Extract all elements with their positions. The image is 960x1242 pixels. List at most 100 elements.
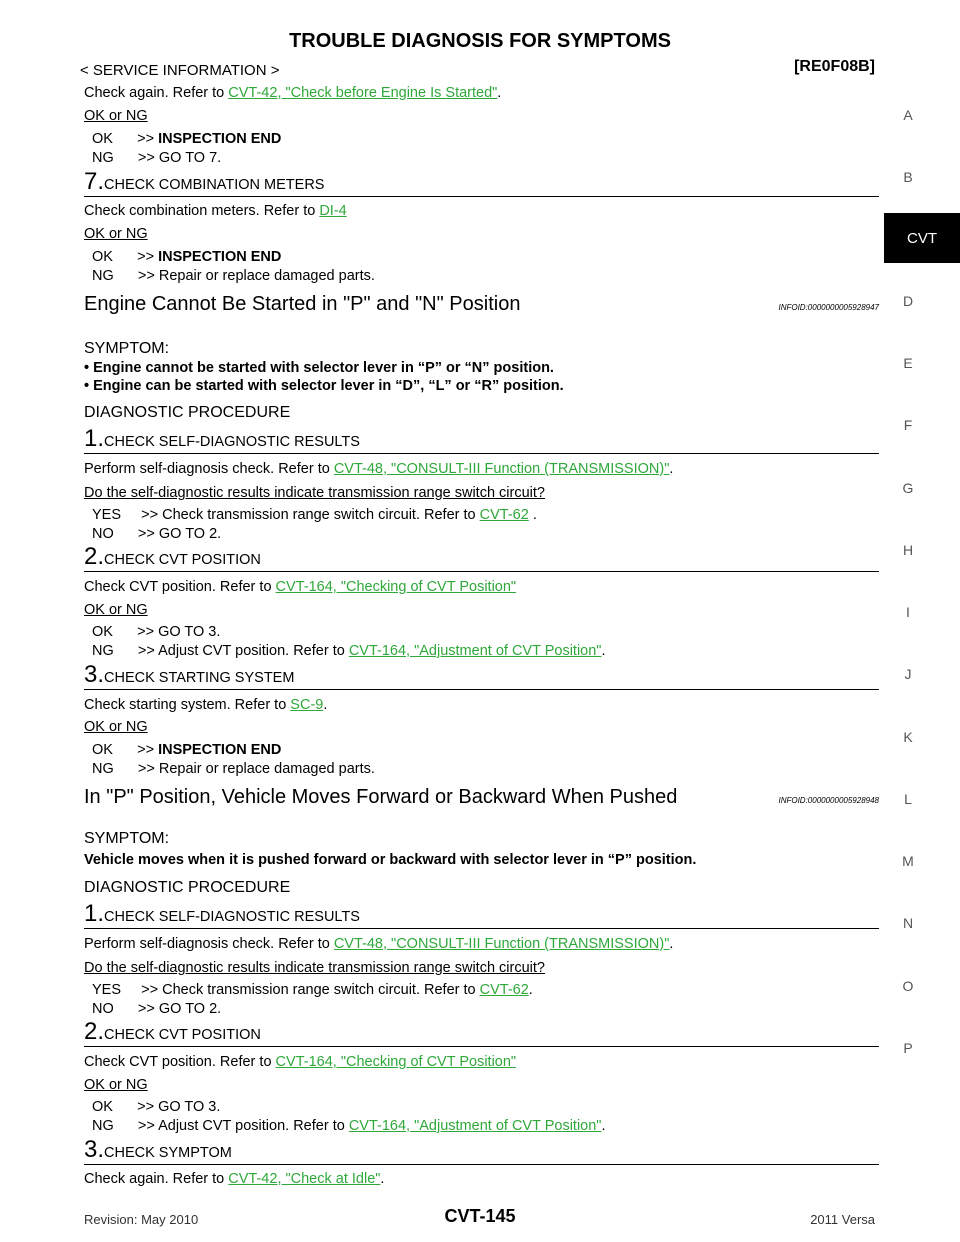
step-7-header: 7.CHECK COMBINATION METERS [84, 168, 879, 197]
sidebar-letter-h[interactable]: H [902, 542, 914, 558]
text: OK >> [92, 742, 159, 758]
text: INSPECTION END [158, 249, 282, 265]
info-id: INFOID:0000000005928947 [778, 303, 879, 312]
sidebar-letter-f[interactable]: F [903, 417, 913, 433]
text: Perform self-diagnosis check. Refer to [84, 461, 334, 477]
link-cvt-164-adjustment[interactable]: CVT-164, "Adjustment of CVT Position" [348, 643, 602, 659]
sidebar-letter-o[interactable]: O [902, 978, 914, 994]
step-number: 2. [84, 543, 105, 570]
step-1-header: 1.CHECK SELF-DIAGNOSTIC RESULTS [84, 900, 879, 929]
model-code: [RE0F08B] [794, 58, 875, 75]
service-info-label: < SERVICE INFORMATION > [80, 62, 280, 79]
ng-result: NG >> GO TO 7. [92, 150, 222, 166]
ok-ng-label: OK or NG [84, 1077, 148, 1093]
link-cvt-42-idle[interactable]: CVT-42, "Check at Idle" [228, 1171, 381, 1187]
ok-ng-label: OK or NG [84, 108, 148, 124]
section-title-p-position-moves: In "P" Position, Vehicle Moves Forward o… [84, 786, 879, 809]
ok-result: OK >> INSPECTION END [92, 131, 281, 147]
step-2-header: 2.CHECK CVT POSITION [84, 1018, 879, 1047]
text: YES >> Check transmission range switch c… [92, 982, 480, 998]
page-number: CVT-145 [444, 1206, 516, 1226]
step-number: 2. [84, 1018, 105, 1045]
link-di-4[interactable]: DI-4 [319, 203, 347, 219]
sidebar-letter-k[interactable]: K [903, 729, 913, 745]
text: OK >> [92, 249, 159, 265]
yes-result: YES >> Check transmission range switch c… [92, 982, 533, 998]
info-id: INFOID:0000000005928948 [778, 796, 879, 805]
step-3-header: 3.CHECK SYMPTOM [84, 1136, 879, 1165]
text: . [669, 461, 674, 477]
bullet-item: • Engine cannot be started with selector… [84, 360, 554, 376]
sidebar-letter-d[interactable]: D [902, 293, 914, 309]
text: In "P" Position, Vehicle Moves Forward o… [84, 786, 678, 808]
no-result: NO >> GO TO 2. [92, 1001, 222, 1017]
step-3-header: 3.CHECK STARTING SYSTEM [84, 661, 879, 690]
no-result: NO >> GO TO 2. [92, 526, 222, 542]
sidebar-letter-g[interactable]: G [902, 480, 914, 496]
text: OK >> [92, 131, 159, 147]
step-number: 1. [84, 425, 105, 452]
text: . [528, 982, 533, 998]
step-title: CHECK SELF-DIAGNOSTIC RESULTS [104, 909, 360, 925]
ok-ng-label: OK or NG [84, 226, 148, 242]
sidebar-letter-n[interactable]: N [902, 915, 914, 931]
sidebar-letter-p[interactable]: P [903, 1040, 913, 1056]
sidebar-letter-b[interactable]: B [903, 169, 913, 185]
step2-body: Check CVT position. Refer to CVT-164, "C… [84, 579, 516, 595]
link-cvt-48[interactable]: CVT-48, "CONSULT-III Function (TRANSMISS… [333, 936, 670, 952]
ok-result: OK >> GO TO 3. [92, 624, 221, 640]
text: Check again. Refer to [84, 1171, 229, 1187]
step-1-header: 1.CHECK SELF-DIAGNOSTIC RESULTS [84, 425, 879, 454]
link-cvt-48[interactable]: CVT-48, "CONSULT-III Function (TRANSMISS… [333, 461, 670, 477]
model-year-label: 2011 Versa [810, 1212, 875, 1227]
text: Check CVT position. Refer to [84, 1054, 276, 1070]
link-cvt-164-checking[interactable]: CVT-164, "Checking of CVT Position" [275, 1054, 517, 1070]
step-title: CHECK STARTING SYSTEM [104, 670, 295, 686]
step2-body: Check CVT position. Refer to CVT-164, "C… [84, 1054, 516, 1070]
sidebar-letter-e[interactable]: E [903, 355, 913, 371]
text: Check CVT position. Refer to [84, 579, 276, 595]
text: . [323, 697, 328, 713]
text: Check combination meters. Refer to [84, 203, 320, 219]
step-title: CHECK CVT POSITION [104, 552, 261, 568]
step1-body: Perform self-diagnosis check. Refer to C… [84, 936, 673, 952]
ok-result: OK >> GO TO 3. [92, 1099, 221, 1115]
step1-body: Perform self-diagnosis check. Refer to C… [84, 461, 673, 477]
sidebar-tab-cvt[interactable]: CVT [884, 213, 960, 263]
step-title: CHECK COMBINATION METERS [104, 177, 325, 193]
page-title: TROUBLE DIAGNOSIS FOR SYMPTOMS [289, 30, 671, 52]
step-number: 3. [84, 661, 105, 688]
text: . [601, 1118, 606, 1134]
sidebar-letter-i[interactable]: I [906, 604, 910, 620]
link-cvt-42-before-start[interactable]: CVT-42, "Check before Engine Is Started" [228, 85, 498, 101]
step-number: 1. [84, 900, 105, 927]
sidebar-letter-l[interactable]: L [904, 791, 912, 807]
step-number: 7. [84, 168, 105, 195]
text: INSPECTION END [158, 742, 282, 758]
revision-label: Revision: May 2010 [84, 1212, 199, 1227]
ok-result: OK >> INSPECTION END [92, 742, 281, 758]
question: Do the self-diagnostic results indicate … [84, 960, 545, 976]
link-cvt-164-checking[interactable]: CVT-164, "Checking of CVT Position" [275, 579, 517, 595]
ok-ng-label: OK or NG [84, 719, 148, 735]
step3-body: Check starting system. Refer to SC-9. [84, 697, 327, 713]
link-sc-9[interactable]: SC-9 [290, 697, 324, 713]
symptom-text: Vehicle moves when it is pushed forward … [84, 852, 697, 868]
sidebar-letter-m[interactable]: M [902, 853, 914, 869]
ng-result: NG >> Repair or replace damaged parts. [92, 268, 375, 284]
text: Engine can be started with selector leve… [93, 378, 564, 394]
link-cvt-62[interactable]: CVT-62 [479, 982, 529, 998]
link-cvt-164-adjustment[interactable]: CVT-164, "Adjustment of CVT Position" [348, 1118, 602, 1134]
sidebar-letter-a[interactable]: A [903, 107, 913, 123]
ng-result: NG >> Adjust CVT position. Refer to CVT-… [92, 1118, 605, 1134]
text: YES >> Check transmission range switch c… [92, 507, 480, 523]
text: Check again. Refer to [84, 85, 229, 101]
text: . [601, 643, 606, 659]
step-number: 3. [84, 1136, 105, 1163]
text: Check starting system. Refer to [84, 697, 291, 713]
sidebar-letter-j[interactable]: J [904, 666, 912, 682]
text: . [528, 507, 537, 523]
link-cvt-62[interactable]: CVT-62 [479, 507, 529, 523]
ok-ng-label: OK or NG [84, 602, 148, 618]
text: Engine Cannot Be Started in "P" and "N" … [84, 293, 521, 315]
